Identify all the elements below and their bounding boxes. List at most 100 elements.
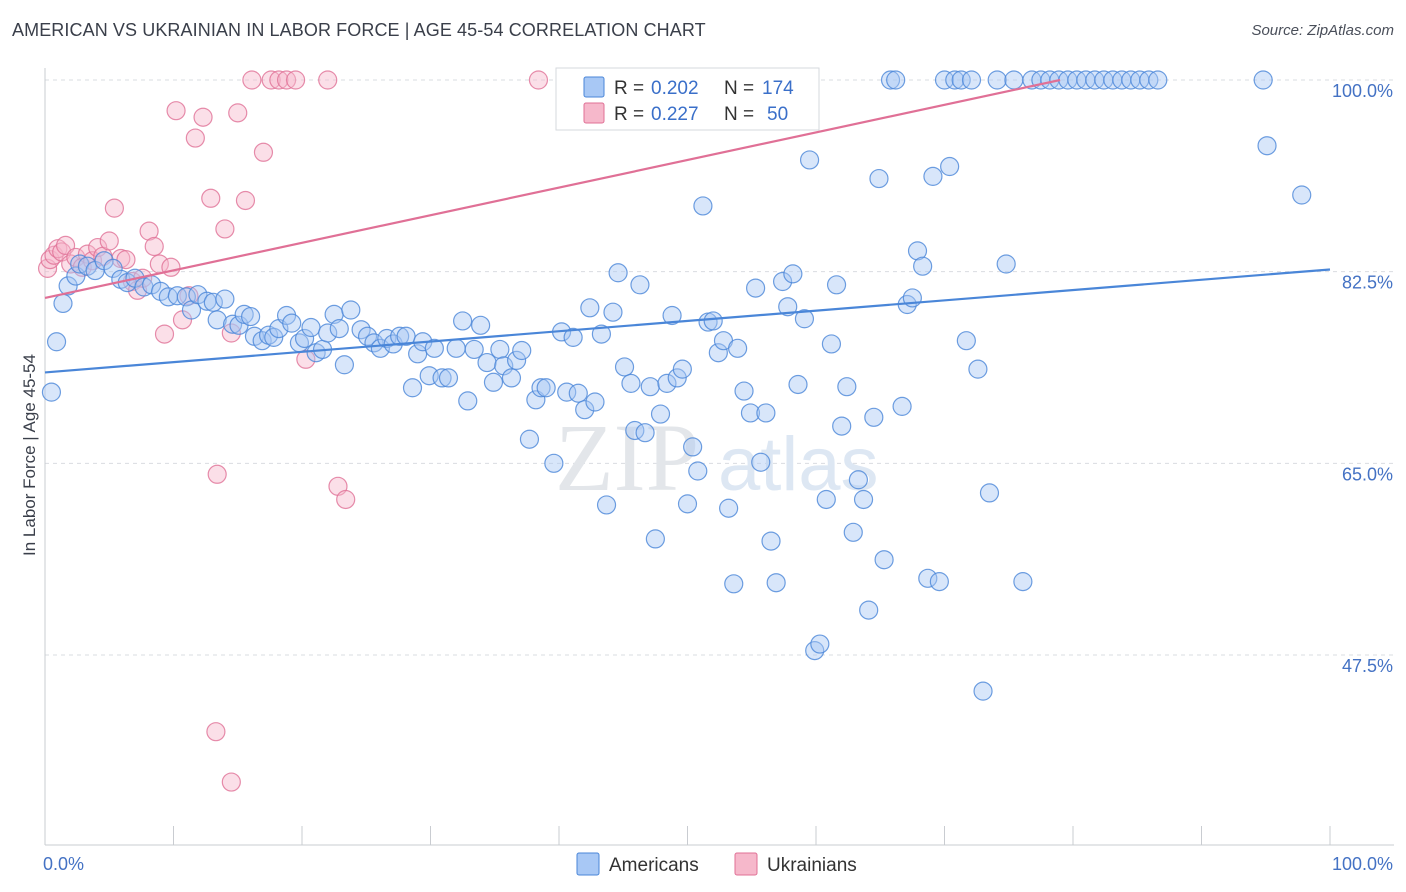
american-point-133 bbox=[848, 470, 869, 490]
x-tick-label-0: 0.0% bbox=[43, 854, 84, 874]
american-point-176 bbox=[1148, 70, 1168, 90]
american-point-76 bbox=[536, 378, 556, 398]
ukrainian-point-43 bbox=[318, 70, 338, 90]
american-point-85 bbox=[591, 324, 612, 344]
ukrainian-point-38 bbox=[261, 70, 281, 90]
y-tick-label-1: 65.0% bbox=[1342, 464, 1393, 484]
american-point-103 bbox=[688, 461, 708, 481]
american-point-118 bbox=[766, 573, 786, 593]
y-axis-title: In Labor Force | Age 45-54 bbox=[20, 354, 39, 556]
american-point-178 bbox=[1257, 136, 1277, 156]
american-point-159 bbox=[996, 254, 1016, 274]
american-point-157 bbox=[979, 483, 1000, 503]
american-point-146 bbox=[918, 568, 938, 588]
american-point-141 bbox=[892, 396, 912, 416]
ukrainian-point-39 bbox=[269, 70, 289, 90]
bottom-legend-swatch-americans bbox=[576, 852, 600, 876]
legend-r-value-ukrainians: 0.227 bbox=[651, 104, 699, 125]
american-point-62 bbox=[453, 311, 473, 331]
american-point-156 bbox=[973, 681, 993, 701]
ukrainian-point-14 bbox=[104, 198, 124, 218]
american-point-35 bbox=[282, 313, 302, 333]
ukrainian-point-31 bbox=[207, 464, 227, 484]
american-point-92 bbox=[630, 275, 650, 295]
american-point-138 bbox=[874, 550, 894, 570]
american-point-84 bbox=[585, 392, 605, 412]
american-point-160 bbox=[1004, 70, 1024, 90]
ukrainian-point-34 bbox=[228, 103, 248, 123]
american-point-106 bbox=[703, 311, 723, 331]
american-point-38 bbox=[301, 317, 321, 338]
american-point-113 bbox=[740, 403, 761, 423]
american-point-140 bbox=[886, 70, 906, 90]
american-point-3 bbox=[58, 276, 78, 296]
american-point-117 bbox=[761, 531, 781, 551]
american-point-2 bbox=[53, 293, 73, 314]
american-point-90 bbox=[621, 373, 641, 393]
ukrainian-point-30 bbox=[201, 188, 221, 208]
legend-swatch-ukrainians bbox=[583, 102, 605, 124]
american-point-112 bbox=[734, 381, 754, 401]
american-point-80 bbox=[563, 327, 583, 347]
american-point-104 bbox=[693, 196, 713, 216]
ukrainian-point-41 bbox=[285, 70, 306, 90]
ukrainian-point-46 bbox=[528, 70, 549, 90]
american-point-81 bbox=[568, 383, 588, 403]
american-point-154 bbox=[961, 70, 982, 90]
tick-labels: 47.5% 65.0% 82.5% 100.0% 0.0% 100.0% bbox=[43, 81, 1393, 874]
legend-n-label-ukrainians: N = bbox=[724, 104, 754, 125]
american-point-107 bbox=[708, 343, 728, 363]
american-point-63 bbox=[458, 391, 478, 411]
american-point-147 bbox=[923, 166, 943, 186]
american-point-96 bbox=[650, 404, 671, 424]
american-point-77 bbox=[544, 453, 564, 473]
y-tick-label-0: 47.5% bbox=[1342, 656, 1393, 676]
american-point-155 bbox=[968, 359, 988, 379]
american-point-145 bbox=[913, 256, 933, 276]
american-point-71 bbox=[506, 350, 527, 370]
american-point-60 bbox=[438, 368, 459, 388]
legend-swatch-americans bbox=[583, 76, 605, 98]
american-point-134 bbox=[853, 489, 874, 510]
american-point-100 bbox=[672, 359, 692, 379]
american-point-119 bbox=[772, 271, 793, 292]
american-point-149 bbox=[934, 70, 955, 90]
axes bbox=[44, 68, 1394, 846]
ukrainian-point-24 bbox=[161, 257, 181, 277]
american-point-127 bbox=[816, 489, 836, 510]
american-point-135 bbox=[859, 600, 879, 620]
ukrainian-point-23 bbox=[154, 324, 175, 344]
american-point-37 bbox=[294, 328, 315, 349]
american-point-97 bbox=[657, 373, 677, 393]
american-point-66 bbox=[477, 352, 497, 373]
american-point-129 bbox=[826, 275, 847, 295]
american-point-28 bbox=[241, 306, 261, 327]
american-point-152 bbox=[951, 70, 971, 90]
american-point-65 bbox=[471, 315, 491, 335]
ukrainians-points bbox=[37, 70, 662, 792]
american-point-86 bbox=[596, 495, 617, 515]
american-point-43 bbox=[329, 319, 349, 339]
american-point-89 bbox=[614, 357, 635, 377]
american-point-123 bbox=[794, 309, 815, 329]
american-point-64 bbox=[464, 339, 484, 360]
american-point-94 bbox=[640, 377, 660, 397]
american-point-24 bbox=[215, 289, 235, 309]
american-point-98 bbox=[662, 305, 682, 326]
american-point-115 bbox=[751, 452, 771, 472]
american-point-72 bbox=[512, 340, 532, 361]
legend-bottom: Americans Ukrainians bbox=[576, 852, 857, 876]
trend-lines bbox=[44, 78, 1331, 374]
legend-r-label-ukrainians: R = bbox=[614, 104, 644, 125]
american-point-1 bbox=[46, 332, 67, 352]
american-point-144 bbox=[907, 241, 928, 261]
american-point-116 bbox=[756, 403, 776, 423]
y-tick-label-2: 82.5% bbox=[1342, 273, 1393, 293]
legend-r-value-americans: 0.202 bbox=[651, 78, 699, 99]
american-point-102 bbox=[683, 437, 703, 457]
ukrainian-point-28 bbox=[185, 128, 205, 148]
bottom-legend-label-ukrainians: Ukrainians bbox=[767, 855, 857, 876]
bottom-legend-label-americans: Americans bbox=[609, 855, 699, 876]
ukrainian-point-42 bbox=[296, 349, 316, 369]
